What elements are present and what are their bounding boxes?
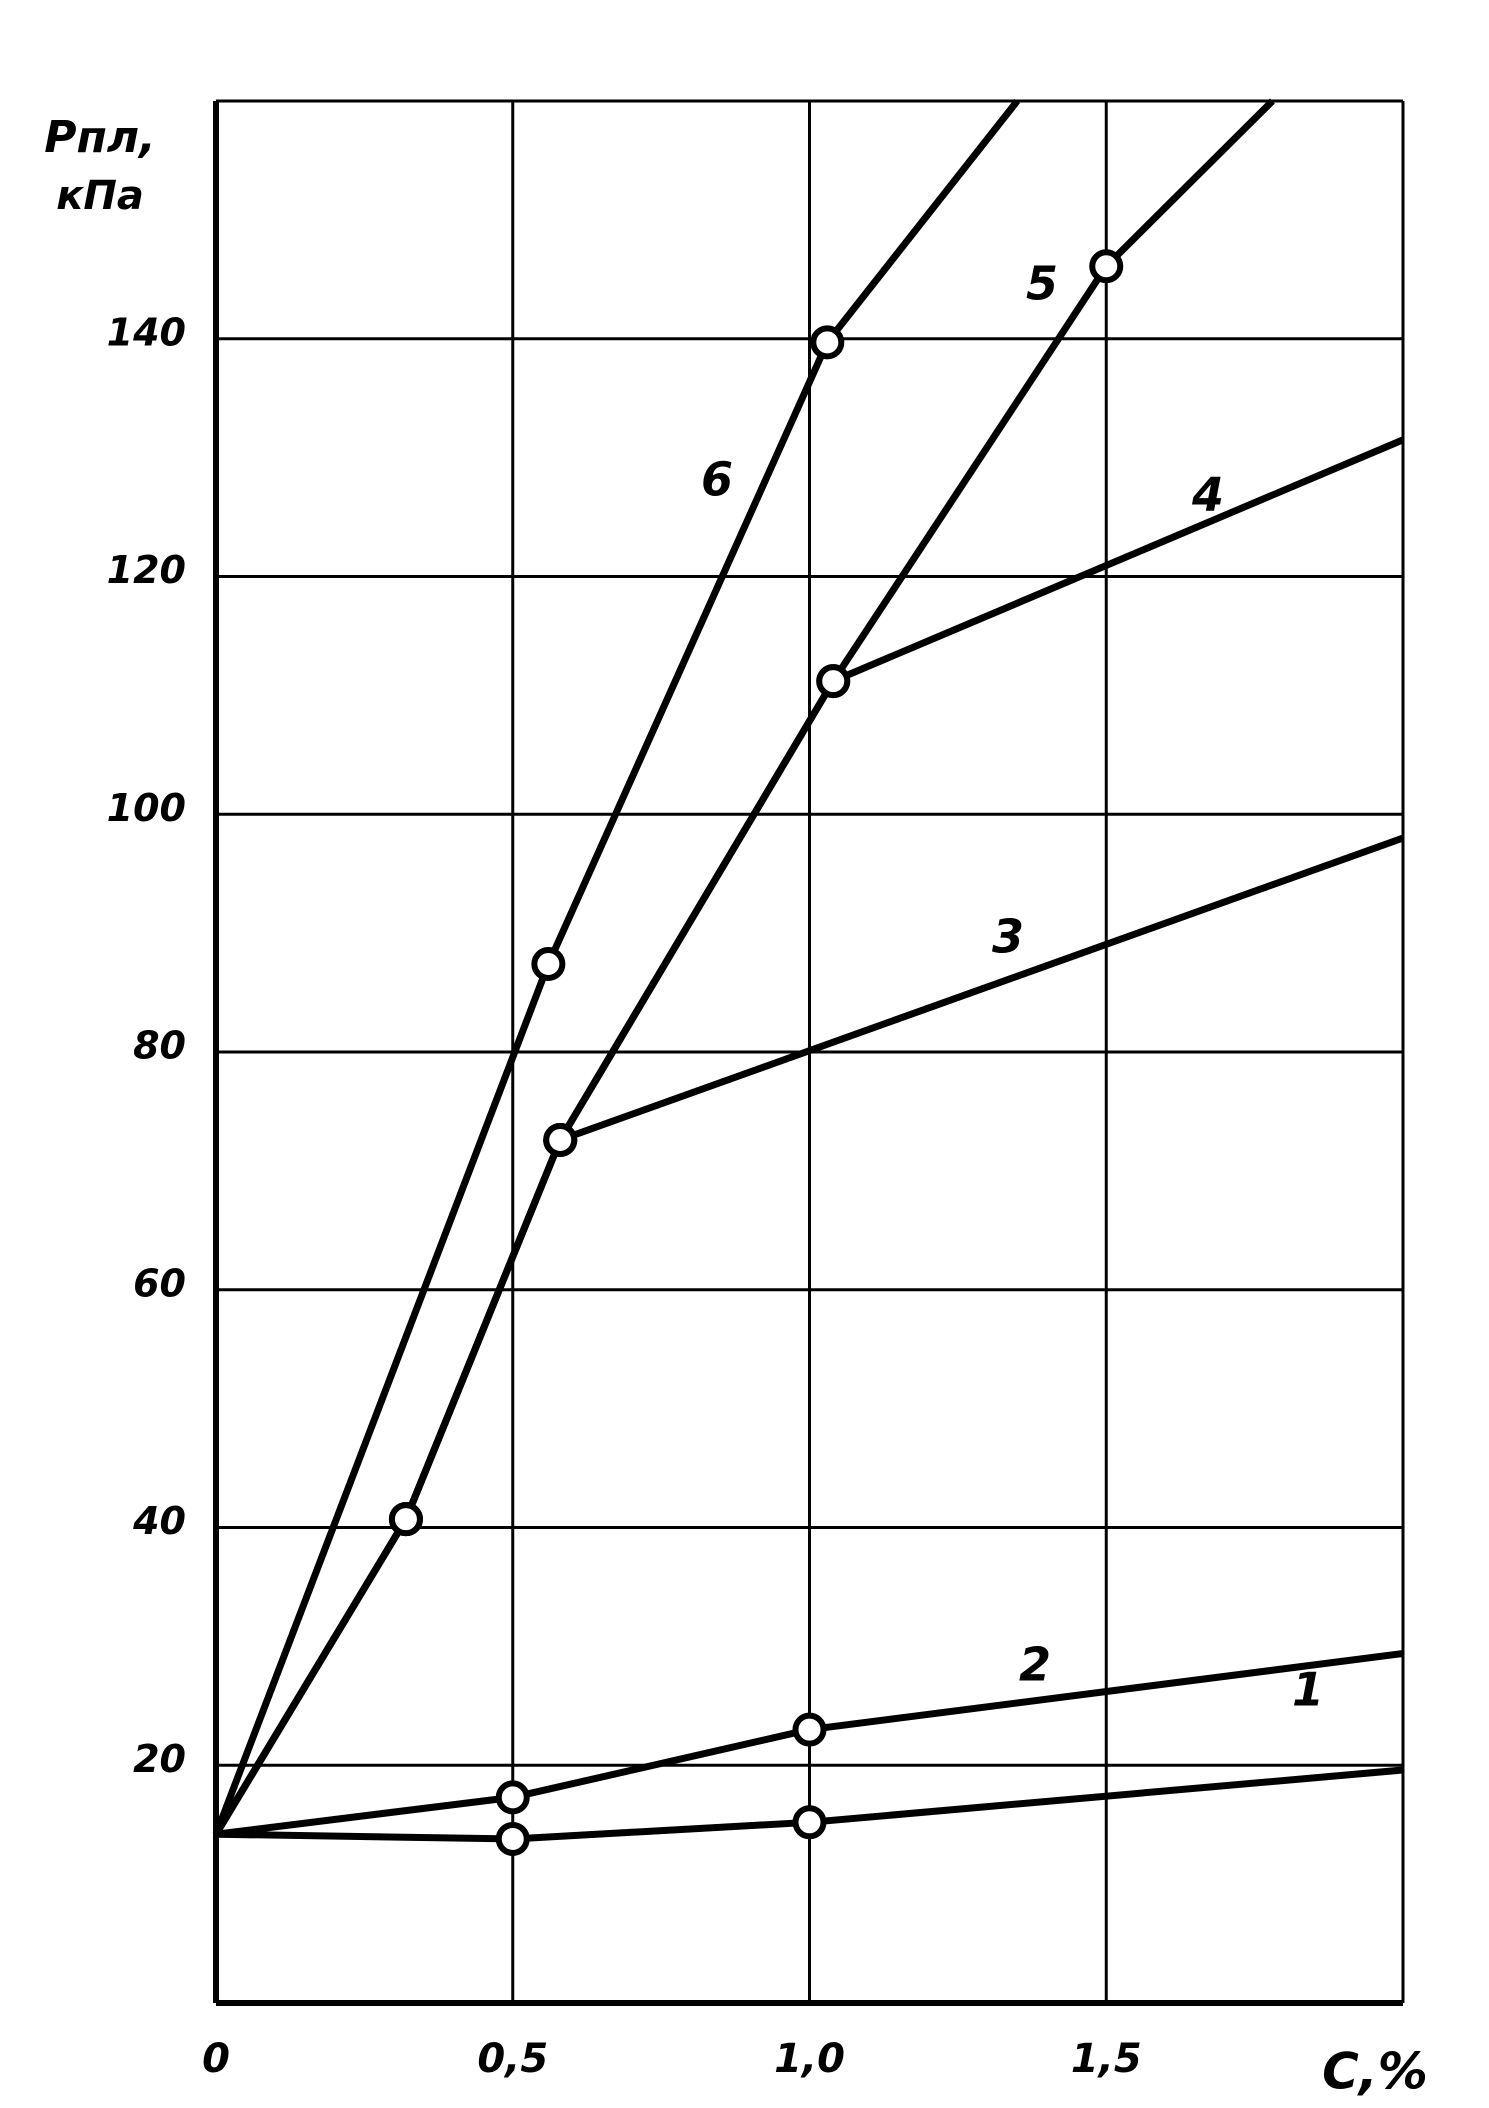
data-point [816,664,851,699]
x-tick-label: 0 [202,2036,230,2082]
y-tick-label: 140 [107,310,186,354]
series-label: 5 [1026,257,1058,311]
series-label: 3 [992,910,1024,964]
series-line [212,98,1020,1836]
y-tick-label: 100 [107,786,186,830]
series-label: 2 [1019,1638,1051,1692]
data-point [1089,249,1124,284]
data-point [792,1712,827,1747]
data-point [810,325,845,360]
data-point [792,1805,827,1840]
x-axis-label: C,% [1322,2043,1428,2101]
x-tick-label: 0,5 [477,2036,548,2082]
series-label: 4 [1191,468,1224,522]
y-axis-unit: кПа [56,173,144,219]
y-axis-label: Pпл, [44,112,156,163]
y-tick-label: 120 [107,548,186,592]
y-tick-label: 40 [132,1499,186,1543]
series-line [215,1650,1404,1838]
y-tick-label: 80 [133,1024,186,1068]
data-point [543,1122,578,1157]
series-label: 6 [701,453,733,507]
x-tick-label: 1,5 [1071,2036,1142,2082]
data-point [495,1780,530,1815]
y-tick-label: 60 [133,1261,186,1305]
data-point [495,1821,530,1856]
data-point [531,947,566,982]
data-point [388,1502,423,1537]
y-tick-label: 20 [133,1737,186,1781]
series-line [213,98,1275,1837]
x-tick-label: 1,0 [774,2036,845,2082]
series-line [215,1766,1404,1843]
series-label: 1 [1292,1663,1324,1717]
